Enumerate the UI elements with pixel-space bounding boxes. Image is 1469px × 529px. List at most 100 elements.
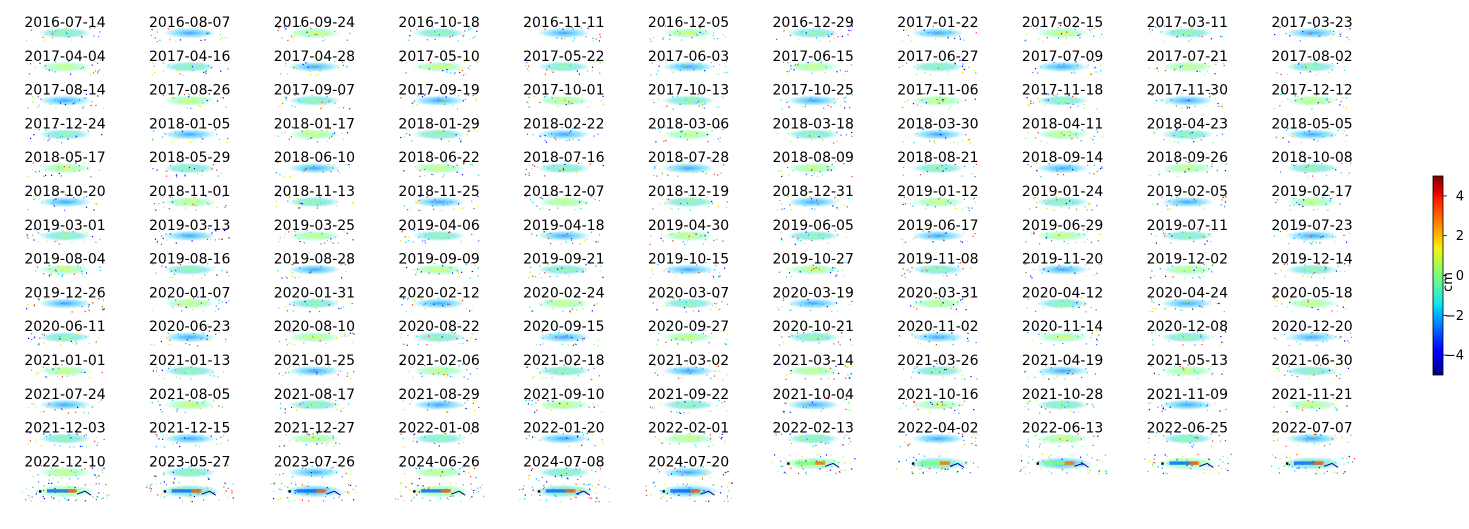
panel: 2022-04-02 bbox=[897, 421, 979, 448]
panel-date-label: 2017-11-18 bbox=[1022, 83, 1103, 99]
panel-date-label: 2018-08-09 bbox=[773, 150, 854, 166]
panel: 2017-11-06 bbox=[897, 83, 979, 110]
panel: 2017-12-12 bbox=[1271, 83, 1353, 110]
panel-date-label: 2017-02-15 bbox=[1022, 15, 1103, 31]
panel: 2017-06-03 bbox=[648, 49, 729, 76]
panel-date-label: 2020-06-23 bbox=[149, 319, 230, 335]
deformation-blob bbox=[661, 162, 716, 174]
panel-date-label: 2020-03-31 bbox=[897, 285, 978, 301]
panel: 2024-07-20 bbox=[648, 454, 729, 480]
panel-date-label: 2019-04-06 bbox=[398, 218, 479, 234]
panel-date-label: 2017-11-06 bbox=[897, 83, 978, 99]
panel: 2022-02-13 bbox=[773, 421, 854, 447]
panel-date-label: 2021-09-10 bbox=[523, 387, 604, 403]
panel-date-label: 2019-12-02 bbox=[1147, 252, 1228, 268]
deformation-blob bbox=[38, 433, 92, 444]
panel-date-label: 2019-12-26 bbox=[24, 285, 105, 301]
deformation-blob bbox=[1160, 27, 1214, 39]
panel: 2019-02-05 bbox=[1147, 184, 1228, 211]
panel: 2019-12-02 bbox=[1147, 252, 1228, 279]
panel: 2022-02-01 bbox=[648, 421, 729, 448]
deformation-blob bbox=[786, 95, 840, 106]
panel: 2021-11-09 bbox=[1147, 387, 1228, 412]
deformation-blob bbox=[412, 196, 466, 208]
deformation-blob bbox=[537, 61, 591, 73]
colorbar-tick-label: −4 bbox=[1445, 349, 1464, 364]
panel: 2019-08-04 bbox=[24, 252, 106, 278]
panel: 2022-07-07 bbox=[1271, 421, 1353, 447]
panel-date-label: 2019-11-20 bbox=[1022, 252, 1103, 268]
panel-date-label: 2020-03-19 bbox=[773, 285, 854, 301]
panel: 2018-09-14 bbox=[1022, 150, 1103, 178]
panel: 2016-08-07 bbox=[149, 15, 230, 43]
panel: 2018-08-09 bbox=[773, 150, 854, 178]
deformation-blob bbox=[163, 129, 217, 140]
deformation-blob bbox=[786, 162, 840, 174]
panel-date-label: 2020-12-08 bbox=[1147, 319, 1228, 335]
panel: 2017-11-18 bbox=[1022, 83, 1103, 110]
panel-map bbox=[21, 481, 110, 502]
panel-date-label: 2020-04-12 bbox=[1022, 285, 1103, 301]
panel-date-label: 2019-06-05 bbox=[773, 218, 854, 234]
panel-date-label: 2021-09-22 bbox=[648, 387, 729, 403]
panel-date-label: 2018-07-16 bbox=[523, 150, 604, 166]
panel: 2017-09-19 bbox=[398, 83, 480, 110]
panel: 2018-03-30 bbox=[897, 116, 979, 144]
deformation-blob bbox=[1036, 298, 1090, 309]
panels-grid: 2016-07-14 2016-08-07 2016-09-24 2016-10-18… bbox=[21, 15, 1356, 503]
panel-date-label: 2021-01-01 bbox=[24, 353, 105, 369]
panel: 2020-02-24 bbox=[523, 285, 605, 313]
panel-date-label: 2022-12-10 bbox=[24, 454, 105, 470]
deformation-blob bbox=[287, 399, 341, 411]
panel: 2019-03-13 bbox=[149, 218, 230, 245]
panel-date-label: 2018-09-14 bbox=[1022, 150, 1103, 166]
panel-date-label: 2021-06-30 bbox=[1271, 353, 1352, 369]
panel: 2019-08-16 bbox=[149, 252, 230, 279]
panel: 2024-07-08 bbox=[523, 454, 604, 482]
deformation-blob bbox=[786, 399, 840, 411]
deformation-blob bbox=[1160, 129, 1214, 140]
deformation-blob bbox=[38, 298, 92, 309]
panel-date-label: 2018-12-07 bbox=[523, 184, 604, 200]
panel: 2020-10-21 bbox=[773, 319, 854, 346]
panel-date-label: 2021-02-06 bbox=[398, 353, 479, 369]
deformation-blob bbox=[786, 331, 840, 343]
panel: 2020-12-08 bbox=[1147, 319, 1228, 347]
reference-point bbox=[1286, 462, 1289, 465]
deformation-blob bbox=[1036, 433, 1090, 444]
panel-date-label: 2019-02-05 bbox=[1147, 184, 1228, 200]
panel-date-label: 2016-12-29 bbox=[773, 15, 854, 31]
panel-date-label: 2018-10-20 bbox=[24, 184, 105, 200]
panel: 2021-10-04 bbox=[773, 387, 854, 414]
panel-date-label: 2017-12-24 bbox=[24, 116, 105, 132]
colorbar-tick-label: −2 bbox=[1445, 309, 1464, 324]
panel-date-label: 2020-02-24 bbox=[523, 285, 604, 301]
panel: 2018-03-06 bbox=[648, 116, 729, 143]
panel: 2019-02-17 bbox=[1271, 184, 1353, 211]
panel: 2019-04-18 bbox=[523, 218, 604, 245]
panel-date-label: 2019-08-04 bbox=[24, 252, 105, 268]
panel-map bbox=[518, 481, 610, 503]
panel: 2016-07-14 bbox=[24, 15, 106, 41]
panel: 2018-01-05 bbox=[149, 116, 230, 144]
panel: 2017-08-14 bbox=[24, 83, 106, 109]
deformation-blob bbox=[412, 298, 466, 309]
deformation-blob bbox=[287, 162, 341, 174]
deformation-blob bbox=[163, 27, 217, 39]
panel: 2020-09-27 bbox=[648, 319, 729, 346]
deformation-blob bbox=[412, 365, 466, 377]
panel-date-label: 2021-10-28 bbox=[1022, 387, 1103, 403]
colorbar-tick-label: 4 bbox=[1456, 189, 1464, 204]
colorbar-label: cm bbox=[1441, 272, 1456, 292]
deformation-blob bbox=[786, 27, 840, 39]
panel-date-label: 2020-09-27 bbox=[648, 319, 729, 335]
panel-date-label: 2022-02-13 bbox=[773, 421, 854, 437]
panel-date-label: 2019-06-29 bbox=[1022, 218, 1103, 234]
panel-date-label: 2022-02-01 bbox=[648, 421, 729, 437]
deformation-blob bbox=[786, 196, 840, 208]
deformation-blob bbox=[1036, 331, 1090, 343]
panel-map bbox=[895, 453, 979, 475]
panel: 2021-03-26 bbox=[897, 353, 979, 380]
panel: 2016-12-05 bbox=[648, 15, 729, 43]
deformation-blob bbox=[412, 162, 466, 174]
